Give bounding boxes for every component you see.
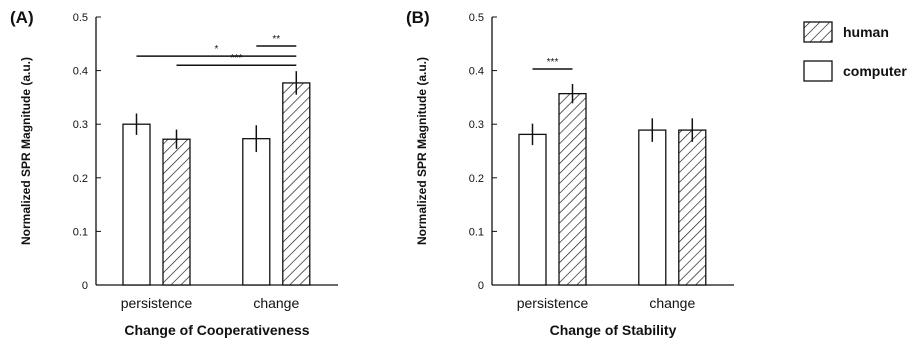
y-tick-label: 0.5: [469, 12, 484, 24]
y-tick-label: 0.1: [469, 226, 484, 238]
y-tick-label: 0.3: [469, 119, 484, 131]
significance-label: **: [272, 34, 280, 45]
bar-human-change: [678, 129, 707, 286]
y-tick-label: 0.3: [73, 119, 88, 131]
legend-label-human: human: [843, 24, 889, 40]
y-tick-label: 0: [478, 280, 484, 292]
chart-panel-a: (A) 0 0.1 0.2 0.3 0.4 0.5 Normalized SPR Magnit…: [10, 8, 338, 338]
y-tick-label: 0.1: [73, 226, 88, 238]
x-axis-title: Change of Cooperativeness: [124, 322, 309, 338]
y-axis-title: Normalized SPR Magnitude (a.u.): [415, 57, 429, 245]
legend-label-computer: computer: [843, 63, 907, 79]
y-tick-label: 0.2: [73, 173, 88, 185]
legend-swatch-human: [803, 21, 833, 43]
y-tick-label: 0: [82, 280, 88, 292]
legend-swatch-computer: [803, 60, 833, 82]
x-tick-label: persistence: [121, 295, 193, 311]
x-tick-label: change: [253, 295, 299, 311]
x-tick-label: persistence: [517, 295, 589, 311]
bar-human-persistence: [162, 138, 191, 286]
y-tick-label: 0.2: [469, 173, 484, 185]
bar-human-persistence: [558, 92, 587, 286]
panel-label: (A): [10, 8, 34, 27]
y-tick-label: 0.4: [469, 66, 484, 78]
significance-label: ***: [231, 53, 243, 64]
bar-computer-change: [242, 138, 271, 286]
legend: human computer: [803, 21, 907, 82]
y-axis-title: Normalized SPR Magnitude (a.u.): [19, 57, 33, 245]
y-tick-label: 0.5: [73, 12, 88, 24]
x-tick-label: change: [649, 295, 695, 311]
significance-label: ***: [547, 57, 559, 68]
x-axis-title: Change of Stability: [550, 322, 677, 338]
bar-human-change: [282, 82, 311, 286]
bar-computer-persistence: [518, 133, 547, 286]
bar-computer-persistence: [122, 123, 151, 286]
chart-panel-b: (B) 0 0.1 0.2 0.3 0.4 0.5 Normalized SPR Magnit…: [406, 8, 734, 338]
y-tick-label: 0.4: [73, 66, 88, 78]
significance-label: *: [214, 44, 218, 55]
panel-label: (B): [406, 8, 430, 27]
bar-computer-change: [638, 129, 667, 286]
